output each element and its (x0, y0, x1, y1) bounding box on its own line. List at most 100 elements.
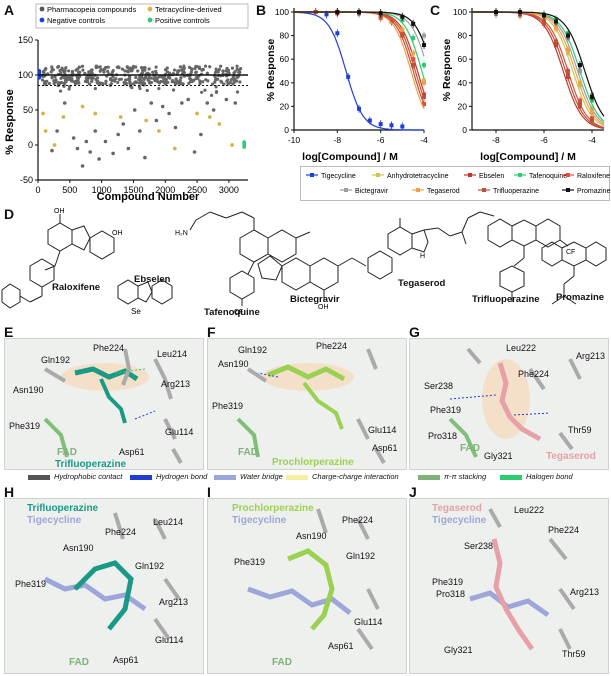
chart-a-point (201, 80, 205, 84)
chart-a-point-low (71, 136, 76, 140)
panel-letter-c: C (430, 2, 441, 18)
panel-e-binding-pose: Asn190 Gln192 Phe224 Leu214 Arg213 Phe31… (4, 338, 204, 470)
chart-a-point-low (121, 122, 126, 126)
chart-b-point-tigecycline (400, 124, 405, 129)
reference-label-h: Tigecycline (27, 515, 82, 526)
chart-c-curve-promazine (472, 11, 605, 117)
res-f-asp61: Asp61 (372, 443, 398, 453)
chart-c-ytick-label: 20 (458, 101, 468, 111)
chart-b-x-axis-label: log[Compound] / M (302, 151, 398, 163)
chart-b-curve-tafenoquine (294, 11, 425, 79)
chart-a-point (70, 69, 75, 74)
legend-marker-raloxifene (566, 173, 570, 177)
chart-a-point-tetracycline (118, 115, 123, 119)
chart-a-point-positive-control (242, 140, 246, 144)
chart-a-xtick-label: 500 (62, 185, 77, 195)
chart-a-point (164, 77, 168, 82)
res-g-ser238: Ser238 (424, 381, 454, 391)
res-e-asn190: Asn190 (13, 385, 44, 395)
chart-a-point-tetracycline (195, 111, 199, 116)
chart-c-xtick-label: -6 (540, 135, 548, 145)
chart-a-point (40, 78, 45, 82)
panel-letter-j: J (409, 484, 417, 500)
chart-a-point (163, 68, 168, 72)
res-g-gly321: Gly321 (484, 451, 513, 461)
panel-e-molecule-render (43, 348, 183, 464)
chart-a-ytick-label: 50 (23, 105, 33, 115)
chart-a-point (85, 80, 89, 84)
chart-c-ytick-label: 80 (458, 31, 468, 41)
chart-b-point-tigecycline (367, 118, 372, 123)
chart-a-point (49, 70, 53, 74)
res-h-arg213: Arg213 (159, 597, 189, 607)
chart-a-point (104, 65, 108, 70)
chart-a-point-low (97, 157, 101, 161)
res-j-arg213: Arg213 (570, 587, 600, 597)
legend-label-ebselen: Ebselen (479, 173, 504, 180)
chart-b-point-tegaserod (400, 27, 405, 32)
chart-a-point (157, 86, 161, 91)
chart-b-point-tegaserod (422, 80, 426, 85)
chart-c-point-trifluoperazine (542, 19, 546, 24)
chart-a-point-tetracycline (41, 111, 45, 116)
chart-a-point-low (62, 101, 67, 105)
chart-a-point-tetracycline (217, 122, 222, 126)
res-i-glu114: Glu114 (354, 617, 383, 627)
chart-a-point (47, 81, 51, 86)
raloxifene-structure (1, 214, 115, 309)
chart-a-point (64, 77, 69, 81)
res-g-arg213: Arg213 (576, 351, 606, 361)
chart-a-point (129, 69, 133, 73)
chart-a-point (182, 71, 186, 75)
chart-a-point-low (75, 146, 80, 151)
chart-a-point-low (138, 129, 142, 133)
chart-a-point (162, 77, 166, 81)
ligand-label-j: Tegaserod (432, 503, 482, 514)
tafenoquine-h2n-atom: H₂N (175, 230, 188, 237)
chart-a-point (213, 80, 217, 84)
res-g-thr59: Thr59 (568, 425, 592, 435)
res-f-phe224: Phe224 (316, 341, 348, 351)
res-j-gly321: Gly321 (444, 645, 473, 655)
chart-a-point (52, 79, 56, 83)
chart-a-point (219, 64, 223, 68)
res-j-thr59: Thr59 (562, 649, 586, 659)
structure-name-promazine: Promazine (556, 292, 605, 303)
interaction-water-label: Water bridge (240, 472, 283, 481)
chart-a-point (200, 90, 204, 94)
chart-a-point-tetracycline (157, 129, 161, 133)
chart-a-point (104, 79, 108, 83)
chart-c-point-promazine (542, 13, 546, 18)
legend-label-tafenoquine: Tafenoquine (529, 173, 567, 180)
chart-b-point-promazine (400, 14, 405, 19)
chart-a-point (87, 82, 92, 86)
chart-a-point (120, 67, 125, 71)
chart-a-point (90, 79, 94, 83)
chart-a-point (214, 77, 218, 81)
chart-a-point-low (154, 118, 159, 123)
chart-a-point (226, 82, 231, 86)
chart-a-point (187, 81, 191, 86)
chart-a-point (125, 69, 130, 73)
chart-a-point (214, 67, 218, 71)
legend-marker-tegaserod (416, 188, 420, 192)
res-f-gln192: Gln192 (238, 345, 268, 355)
chart-a-y-axis-label: % Response (4, 89, 16, 154)
chart-a-point-low (180, 101, 184, 105)
chart-a-point (221, 69, 225, 73)
chart-b-point-tafenoquine (411, 35, 416, 40)
chart-a-point (83, 71, 87, 76)
panel-letter-i: I (207, 484, 211, 500)
chart-a-point-low (111, 151, 115, 156)
fad-label-f: FAD (238, 447, 258, 458)
chart-a-point-low (192, 150, 197, 154)
chart-a-point (106, 69, 110, 73)
chart-b-point-promazine (378, 11, 383, 16)
chart-c-ytick-label: 40 (458, 78, 468, 88)
ligand-label-g: Tegaserod (546, 451, 596, 462)
chart-a-point (180, 68, 184, 72)
tegaserod-h-atom: H (420, 253, 425, 260)
panel-g-molecule-render (448, 347, 582, 458)
chart-a-xtick-label: 1000 (92, 185, 112, 195)
res-e-leu214: Leu214 (157, 349, 188, 359)
